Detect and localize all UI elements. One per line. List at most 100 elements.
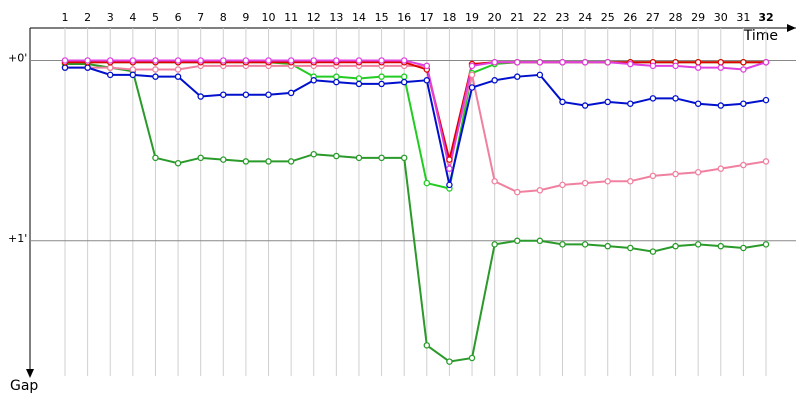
point [514,188,521,196]
point [174,159,182,167]
point [740,161,747,169]
y-axis-arrow [26,369,34,378]
point [242,158,250,165]
point [559,181,566,189]
point [559,59,566,66]
series-line [65,63,767,363]
point [762,158,770,165]
point [491,241,498,248]
point [514,73,521,80]
x-tick-label: 28 [669,11,683,24]
x-tick-label: 17 [420,11,434,24]
point [333,57,340,64]
x-tick-label: 12 [307,11,321,24]
point [446,358,453,365]
point [649,172,657,180]
point [604,178,611,185]
point [694,241,702,248]
point [287,89,295,97]
x-tick-label: 31 [736,11,750,24]
x-tick-label: 11 [284,11,298,24]
point [514,59,521,66]
point [468,71,476,79]
point [174,73,182,80]
point [446,181,453,189]
point [740,100,747,107]
x-tick-label: 10 [262,11,276,24]
point [604,98,611,106]
point [672,170,679,178]
point [333,78,340,86]
point [400,73,408,80]
x-tick-label: 20 [488,11,502,24]
x-tick-label: 27 [646,11,660,24]
point [627,100,634,107]
point [491,59,498,66]
point [174,66,182,73]
point [355,154,363,162]
x-tick-label: 7 [197,11,204,24]
point [468,84,476,91]
point [717,102,725,109]
point [242,57,250,64]
x-tick-label: 2 [84,11,91,24]
x-tick-label: 4 [129,11,136,24]
point [378,73,385,80]
point [446,156,453,163]
point [740,244,747,252]
point [129,57,137,64]
point [581,59,589,66]
x-tick-label: 14 [352,11,366,24]
point [514,237,521,245]
point [333,73,340,80]
point [559,98,566,106]
point [740,59,747,66]
point [265,158,272,165]
point [672,62,679,70]
x-tick-label: 5 [152,11,159,24]
point [242,91,250,98]
point [378,57,385,64]
point [106,71,114,79]
x-tick-label: 6 [175,11,182,24]
x-tick-label: 30 [714,11,728,24]
point [129,71,137,79]
x-tick-label: 1 [62,11,69,24]
point [84,57,91,64]
series-line [65,66,767,186]
point [581,179,589,187]
point [604,242,611,250]
point [287,57,295,64]
point [355,75,363,82]
x-tick-label: 3 [107,11,114,24]
point [649,62,657,70]
point [536,71,544,79]
point [84,64,91,71]
x-axis-label: Time [743,28,778,44]
point [536,237,544,245]
series-line [65,59,767,169]
x-tick-label: 9 [242,11,249,24]
point [355,80,363,88]
point [762,59,770,66]
y-axis-label: Gap [10,378,38,394]
point [152,73,159,80]
point [694,59,702,66]
point [446,165,453,172]
point [604,59,611,66]
point [106,64,114,71]
point [468,354,476,362]
point [265,57,272,64]
point [694,168,702,176]
point [197,57,204,64]
y-tick-label: +0' [8,51,27,64]
point [174,57,182,64]
point [491,77,498,84]
point [152,57,159,64]
point [423,62,431,70]
x-tick-label: 29 [691,11,705,24]
point [400,57,408,64]
point [717,59,725,66]
point [762,241,770,248]
x-tick-label: 32 [758,11,773,24]
